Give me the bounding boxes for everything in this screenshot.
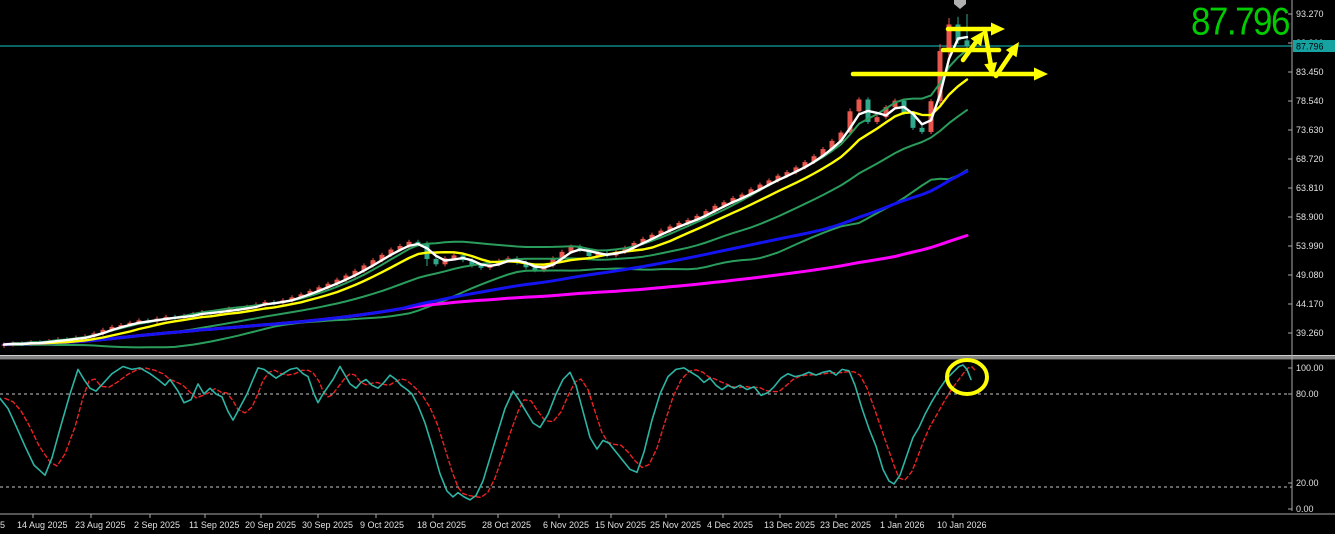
price-axis: 93.27088.36083.45078.54073.63068.72063.8… — [1288, 0, 1324, 514]
svg-text:20.00: 20.00 — [1296, 478, 1319, 488]
svg-text:10 Jan 2026: 10 Jan 2026 — [937, 520, 987, 530]
svg-text:53.990: 53.990 — [1296, 241, 1324, 251]
svg-text:44.170: 44.170 — [1296, 299, 1324, 309]
stochastic-levels — [0, 393, 1292, 488]
svg-text:100.00: 100.00 — [1296, 363, 1324, 373]
svg-text:0.00: 0.00 — [1296, 504, 1314, 514]
svg-text:20 Sep 2025: 20 Sep 2025 — [245, 520, 296, 530]
svg-text:4 Dec 2025: 4 Dec 2025 — [707, 520, 753, 530]
current-price-display: 87.796 — [1190, 0, 1291, 44]
svg-text:18 Oct 2025: 18 Oct 2025 — [417, 520, 466, 530]
svg-text:39.260: 39.260 — [1296, 328, 1324, 338]
svg-text:83.450: 83.450 — [1296, 67, 1324, 77]
period-separator-marker — [954, 0, 966, 9]
stochastic-k-line — [0, 364, 972, 501]
ma-yellow-line — [2, 78, 969, 346]
svg-text:78.540: 78.540 — [1296, 96, 1324, 106]
svg-text:6 Nov 2025: 6 Nov 2025 — [543, 520, 589, 530]
trend-arrows[interactable] — [850, 22, 1048, 81]
current-price-tag: 87.796 — [1293, 40, 1335, 52]
svg-text:14 Aug 2025: 14 Aug 2025 — [17, 520, 68, 530]
svg-text:68.720: 68.720 — [1296, 154, 1324, 164]
svg-text:5: 5 — [0, 520, 5, 530]
svg-text:63.810: 63.810 — [1296, 183, 1324, 193]
svg-text:73.630: 73.630 — [1296, 125, 1324, 135]
svg-text:2 Sep 2025: 2 Sep 2025 — [134, 520, 180, 530]
svg-text:13 Dec 2025: 13 Dec 2025 — [764, 520, 815, 530]
svg-text:25 Nov 2025: 25 Nov 2025 — [650, 520, 701, 530]
time-axis: 5 14 Aug 2025 23 Aug 2025 2 Sep 2025 11 Sep … — [0, 513, 1335, 530]
svg-text:49.080: 49.080 — [1296, 270, 1324, 280]
highlight-circle[interactable] — [945, 358, 989, 396]
svg-text:30 Sep 2025: 30 Sep 2025 — [302, 520, 353, 530]
svg-text:1 Jan 2026: 1 Jan 2026 — [880, 520, 925, 530]
ma-blue-line — [2, 169, 969, 347]
svg-text:28 Oct 2025: 28 Oct 2025 — [482, 520, 531, 530]
pane-separator — [0, 355, 1335, 360]
svg-text:11 Sep 2025: 11 Sep 2025 — [189, 520, 239, 530]
bollinger-bands — [3, 49, 968, 349]
svg-text:15 Nov 2025: 15 Nov 2025 — [595, 520, 646, 530]
svg-text:23 Dec 2025: 23 Dec 2025 — [820, 520, 871, 530]
ma-white-line — [2, 35, 969, 346]
svg-text:23 Aug 2025: 23 Aug 2025 — [75, 520, 126, 530]
svg-text:9 Oct 2025: 9 Oct 2025 — [360, 520, 404, 530]
svg-text:93.270: 93.270 — [1296, 9, 1324, 19]
candles-layer — [1, 14, 970, 348]
svg-text:80.00: 80.00 — [1296, 389, 1319, 399]
svg-text:58.900: 58.900 — [1296, 212, 1324, 222]
stochastic-d-line — [4, 366, 977, 499]
svg-text:87.796: 87.796 — [1296, 42, 1324, 52]
